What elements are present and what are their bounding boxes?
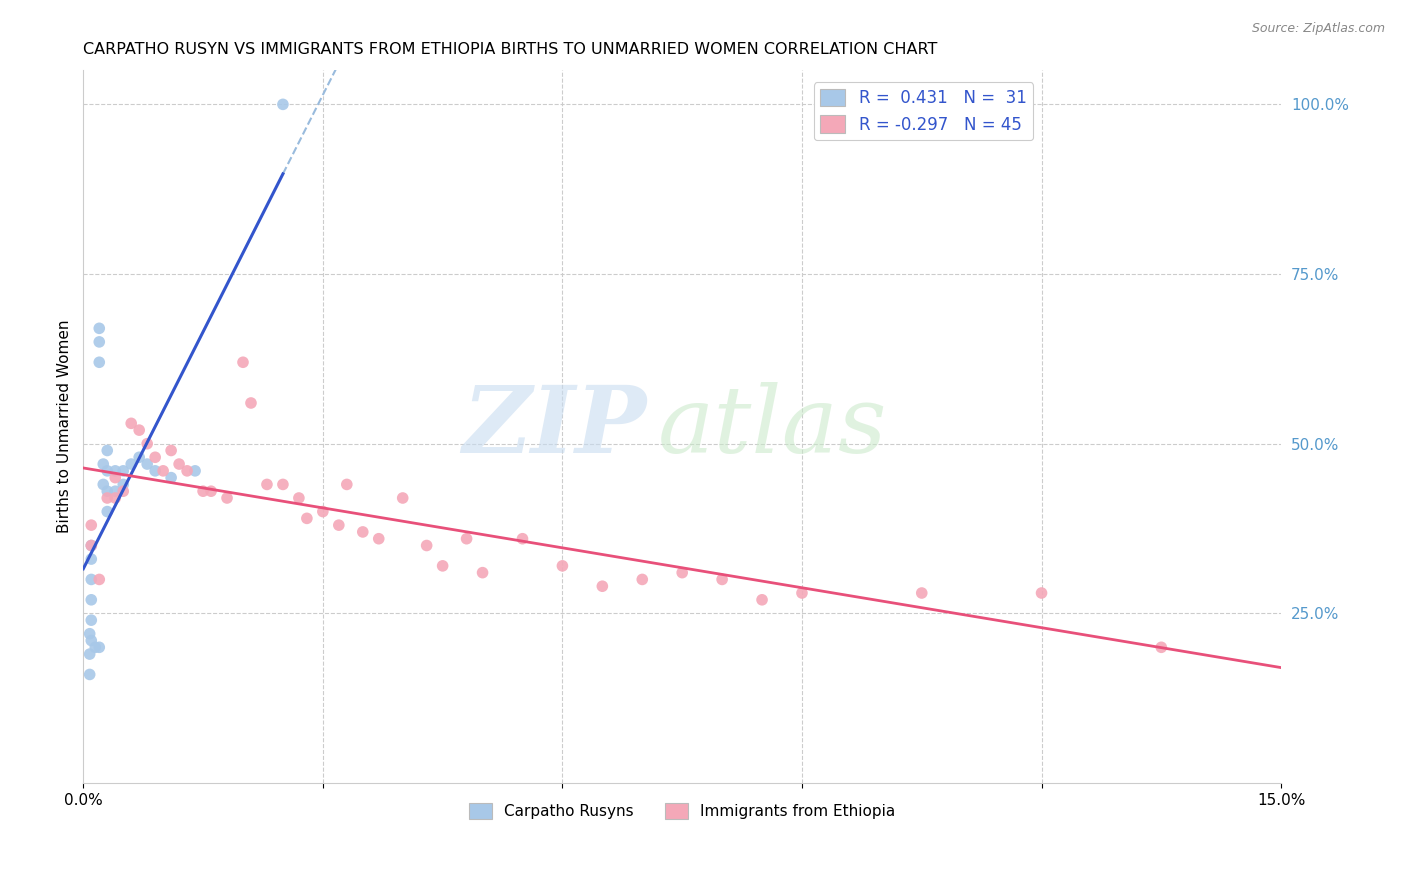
Point bbox=[415, 539, 437, 553]
Point bbox=[96, 484, 118, 499]
Point bbox=[288, 491, 311, 505]
Point bbox=[89, 640, 111, 655]
Point bbox=[240, 396, 263, 410]
Point bbox=[456, 532, 478, 546]
Point bbox=[471, 566, 494, 580]
Point bbox=[104, 484, 127, 499]
Point bbox=[367, 532, 389, 546]
Point bbox=[215, 491, 238, 505]
Point bbox=[120, 417, 142, 431]
Point bbox=[671, 566, 693, 580]
Point bbox=[80, 552, 103, 566]
Point bbox=[911, 586, 934, 600]
Point bbox=[256, 477, 278, 491]
Point bbox=[591, 579, 613, 593]
Point bbox=[136, 436, 159, 450]
Point bbox=[160, 470, 183, 484]
Point bbox=[391, 491, 413, 505]
Point bbox=[96, 505, 118, 519]
Point bbox=[1150, 640, 1173, 655]
Point bbox=[80, 613, 103, 627]
Point bbox=[112, 477, 135, 491]
Y-axis label: Births to Unmarried Women: Births to Unmarried Women bbox=[58, 320, 72, 533]
Point bbox=[80, 539, 103, 553]
Point bbox=[711, 573, 734, 587]
Point bbox=[512, 532, 534, 546]
Point bbox=[79, 667, 101, 681]
Point bbox=[328, 518, 350, 533]
Text: Source: ZipAtlas.com: Source: ZipAtlas.com bbox=[1251, 22, 1385, 36]
Point bbox=[96, 443, 118, 458]
Text: CARPATHO RUSYN VS IMMIGRANTS FROM ETHIOPIA BIRTHS TO UNMARRIED WOMEN CORRELATION: CARPATHO RUSYN VS IMMIGRANTS FROM ETHIOP… bbox=[83, 42, 938, 57]
Point bbox=[112, 464, 135, 478]
Point bbox=[136, 457, 159, 471]
Point bbox=[89, 334, 111, 349]
Point bbox=[79, 647, 101, 661]
Point bbox=[96, 464, 118, 478]
Point bbox=[551, 558, 574, 573]
Text: atlas: atlas bbox=[658, 382, 887, 472]
Point bbox=[89, 573, 111, 587]
Point bbox=[89, 321, 111, 335]
Legend: Carpatho Rusyns, Immigrants from Ethiopia: Carpatho Rusyns, Immigrants from Ethiopi… bbox=[463, 797, 901, 825]
Point bbox=[232, 355, 254, 369]
Point bbox=[432, 558, 454, 573]
Point bbox=[167, 457, 190, 471]
Point bbox=[79, 626, 101, 640]
Point bbox=[271, 97, 294, 112]
Point bbox=[80, 518, 103, 533]
Point bbox=[352, 524, 374, 539]
Point bbox=[751, 592, 773, 607]
Point bbox=[96, 491, 118, 505]
Point bbox=[91, 457, 114, 471]
Point bbox=[312, 505, 335, 519]
Point bbox=[112, 484, 135, 499]
Point bbox=[104, 470, 127, 484]
Point bbox=[89, 355, 111, 369]
Point bbox=[91, 477, 114, 491]
Point bbox=[160, 443, 183, 458]
Point bbox=[128, 450, 150, 465]
Point bbox=[120, 457, 142, 471]
Point bbox=[104, 464, 127, 478]
Point bbox=[104, 491, 127, 505]
Point bbox=[176, 464, 198, 478]
Point bbox=[295, 511, 318, 525]
Point bbox=[336, 477, 359, 491]
Point bbox=[191, 484, 214, 499]
Point bbox=[84, 640, 107, 655]
Point bbox=[128, 423, 150, 437]
Text: ZIP: ZIP bbox=[463, 382, 647, 472]
Point bbox=[80, 592, 103, 607]
Point bbox=[152, 464, 174, 478]
Point bbox=[80, 573, 103, 587]
Point bbox=[143, 464, 166, 478]
Point bbox=[143, 450, 166, 465]
Point bbox=[631, 573, 654, 587]
Point bbox=[200, 484, 222, 499]
Point bbox=[1031, 586, 1053, 600]
Point bbox=[80, 539, 103, 553]
Point bbox=[184, 464, 207, 478]
Point bbox=[80, 633, 103, 648]
Point bbox=[271, 477, 294, 491]
Point bbox=[790, 586, 813, 600]
